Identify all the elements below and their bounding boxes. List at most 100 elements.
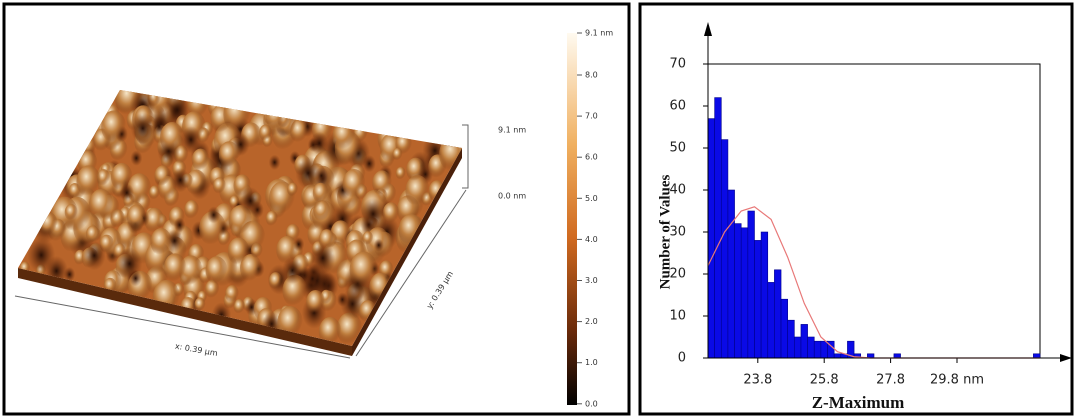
peak (160, 122, 185, 154)
peak (318, 229, 335, 250)
pit (382, 202, 400, 225)
bar (833, 353, 842, 359)
pit (281, 256, 304, 285)
peak (170, 167, 190, 193)
peak (88, 188, 114, 222)
peak (392, 147, 403, 161)
bar (774, 269, 782, 359)
y-axis-arrow (704, 22, 712, 36)
x-tick-label: 23.8 (743, 373, 772, 388)
peak (76, 165, 101, 198)
peak (268, 272, 283, 290)
bar (734, 223, 742, 359)
peak (154, 165, 171, 187)
peak (362, 154, 376, 173)
peak (225, 285, 239, 304)
x-tick-label: 29.8 nm (930, 373, 984, 388)
bar (720, 139, 729, 359)
peak (373, 238, 384, 252)
peak (127, 173, 152, 205)
colorbar-label: 6.0 (585, 153, 598, 162)
y-tick-label: 70 (669, 57, 686, 72)
bar (807, 336, 815, 359)
bar (800, 324, 808, 359)
pit (229, 195, 240, 209)
peak (150, 228, 172, 256)
peak (144, 207, 165, 234)
peak (205, 256, 228, 285)
pit (318, 317, 342, 346)
pit (85, 225, 100, 243)
z-label: 0.0 nm (498, 192, 526, 201)
x-axis-arrow (1060, 354, 1072, 362)
y-tick-label: 40 (669, 183, 686, 198)
y-tick-label: 0 (678, 351, 686, 366)
bar (754, 240, 762, 359)
peak (362, 231, 374, 246)
peak (310, 242, 336, 275)
bar (747, 210, 755, 359)
peak (340, 288, 365, 320)
pit (295, 156, 321, 190)
colorbar-label: 7.0 (585, 112, 598, 121)
y-axis-line (355, 189, 467, 357)
pit (82, 240, 106, 271)
surface-side (352, 148, 462, 356)
peak (207, 206, 221, 224)
z-label: 9.1 nm (498, 126, 526, 135)
bar (787, 319, 795, 359)
colorbar-label: 3.0 (585, 276, 598, 285)
peak (268, 154, 281, 171)
colorbar-label: 0.0 (585, 399, 598, 408)
pit (191, 148, 210, 172)
peak (130, 150, 143, 166)
peak (163, 253, 187, 283)
peak (310, 131, 329, 155)
x-axis-line (14, 295, 351, 359)
peak (194, 297, 206, 313)
bar (794, 336, 802, 359)
peak (173, 217, 186, 233)
right-panel (638, 2, 1074, 416)
colorbar-label: 2.0 (585, 317, 598, 326)
pit (405, 175, 430, 207)
colorbar-label: 1.0 (585, 358, 598, 367)
colorbar-label: 5.0 (585, 194, 598, 203)
z-scale (462, 124, 469, 189)
peak (336, 312, 363, 346)
colorbar-label: 4.0 (585, 235, 598, 244)
bar (813, 340, 822, 359)
y-axis-title: Number of Values (657, 174, 673, 289)
bar (740, 227, 749, 359)
x-tick-label: 27.8 (876, 373, 905, 388)
y-tick-label: 20 (669, 267, 686, 282)
y-tick-label: 50 (669, 141, 686, 156)
peak (372, 170, 393, 197)
plot-frame (708, 63, 1041, 358)
peak (64, 204, 78, 221)
peak (110, 162, 133, 192)
bar (727, 189, 735, 359)
peak (342, 168, 366, 199)
y-tick-label: 30 (669, 225, 686, 240)
peak (395, 166, 406, 180)
colorbar (567, 33, 577, 405)
pit (239, 186, 262, 215)
surface-texture (19, 90, 462, 346)
peak (184, 200, 200, 220)
x-axis-title: Z-Maximum (812, 393, 905, 412)
pit (218, 141, 240, 169)
peak (306, 289, 326, 315)
peak (130, 112, 156, 145)
bar (780, 298, 788, 359)
peak (227, 237, 250, 266)
pit (349, 251, 378, 288)
y-tick-label: 60 (669, 99, 686, 114)
pit (360, 197, 386, 230)
bar (760, 231, 769, 359)
surface-side (18, 268, 352, 356)
peak (406, 157, 425, 182)
colorbar-label: 9.1 nm (585, 29, 613, 38)
pit (213, 177, 227, 195)
